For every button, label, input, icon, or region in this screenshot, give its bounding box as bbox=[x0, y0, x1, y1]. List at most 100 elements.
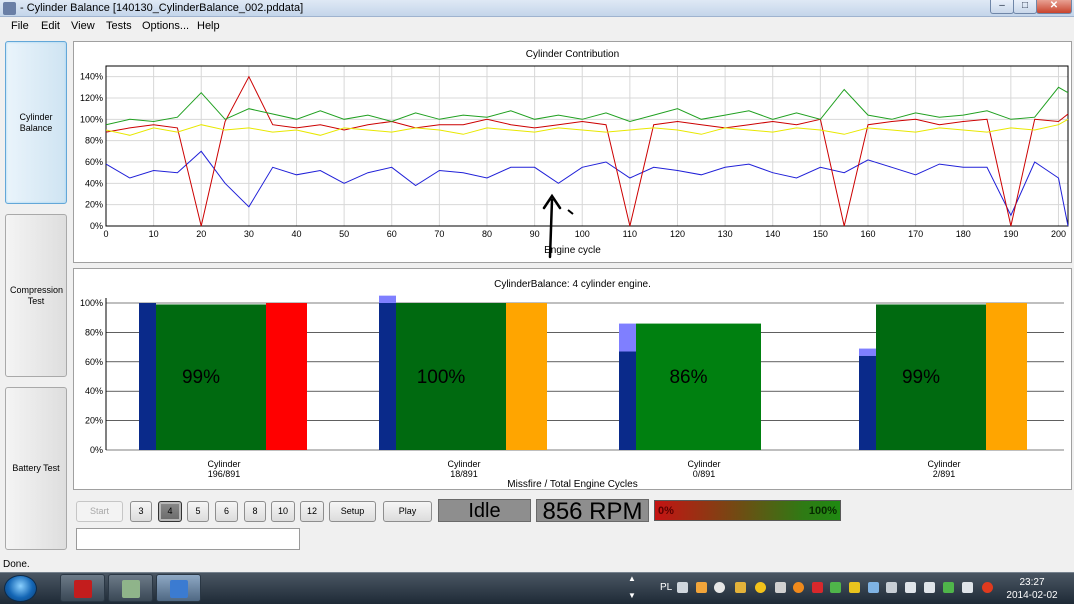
cylinders-10-button[interactable]: 10 bbox=[271, 501, 295, 522]
top-y-tick-label: 20% bbox=[85, 200, 103, 210]
cylinder-3-missfire-bar bbox=[619, 351, 636, 450]
cylinder-3-percent-label: 86% bbox=[669, 367, 707, 388]
disc-tray-icon[interactable] bbox=[714, 582, 725, 593]
cylinder-balance-chart: 0%20%40%60%80%100%99%Cylinder196/891100%… bbox=[80, 295, 1064, 479]
taskbar-scroll[interactable]: ▲ ▼ bbox=[627, 574, 637, 602]
minimize-button[interactable]: ‒ bbox=[990, 0, 1014, 14]
cylinder-1-missfire-bar bbox=[139, 303, 156, 450]
taskbar-cylinder-balance-button[interactable] bbox=[156, 574, 201, 602]
messenger-tray-icon[interactable] bbox=[755, 582, 766, 593]
top-x-tick-label: 90 bbox=[530, 229, 540, 239]
volume-tray-icon[interactable] bbox=[962, 582, 973, 593]
menu-edit[interactable]: Edit bbox=[41, 20, 60, 32]
pdf-reader-icon bbox=[74, 580, 92, 598]
top-y-tick-label: 60% bbox=[85, 157, 103, 167]
cylinders-4-button[interactable]: 4 bbox=[158, 501, 182, 522]
clock-date[interactable]: 2014-02-02 bbox=[1006, 590, 1058, 601]
bottom-chart-xlabel: Missfire / Total Engine Cycles bbox=[507, 479, 638, 490]
scroll-down-icon[interactable]: ▼ bbox=[628, 591, 636, 600]
device-tray-icon[interactable] bbox=[905, 582, 916, 593]
cylinder-1-percent-label: 99% bbox=[182, 367, 220, 388]
cylinders-8-button[interactable]: 8 bbox=[244, 501, 266, 522]
nav-compression-test-button[interactable]: Compression Test bbox=[5, 214, 67, 377]
top-x-tick-label: 20 bbox=[196, 229, 206, 239]
cylinder-4-percent-label: 99% bbox=[902, 367, 940, 388]
bluetooth-tray-icon[interactable] bbox=[868, 582, 879, 593]
bottom-y-tick-label: 0% bbox=[90, 445, 103, 455]
cylinder-2-missfire-cap-bar bbox=[379, 295, 396, 303]
tool-tray-icon[interactable] bbox=[775, 582, 786, 593]
menu-file[interactable]: File bbox=[11, 20, 29, 32]
cylinders-12-button[interactable]: 12 bbox=[300, 501, 324, 522]
system-monitor-icon bbox=[122, 580, 140, 598]
top-y-tick-label: 0% bbox=[90, 221, 103, 231]
cylinder-3-contribution-bar bbox=[636, 323, 761, 450]
top-x-tick-label: 110 bbox=[623, 229, 637, 239]
top-x-tick-label: 140 bbox=[765, 229, 780, 239]
cylinder-2-contribution-bar bbox=[396, 303, 506, 450]
media-tray-icon[interactable] bbox=[793, 582, 804, 593]
cylinders-6-button[interactable]: 6 bbox=[215, 501, 238, 522]
weather-tray-icon[interactable] bbox=[735, 582, 746, 593]
idle-status-display: Idle bbox=[438, 499, 531, 522]
keyboard-language-indicator[interactable]: PL bbox=[660, 582, 673, 593]
top-x-tick-label: 50 bbox=[339, 229, 349, 239]
cylinder-contribution-panel: Cylinder Contribution 0% 20% 40% 60% 80% 100%… bbox=[73, 41, 1072, 263]
contribution-series-line-3 bbox=[105, 86, 1069, 126]
security-tray-icon[interactable] bbox=[830, 582, 841, 593]
cylinder-4-label: Cylinder bbox=[927, 459, 960, 469]
clock-time[interactable]: 23:27 bbox=[1019, 577, 1045, 588]
rpm-display: 856 RPM bbox=[536, 499, 649, 524]
cylinder-2-missfire-bar bbox=[379, 303, 396, 450]
contribution-series-line-1 bbox=[105, 150, 1069, 227]
cylinder-2-missfire-count: 18/891 bbox=[450, 469, 478, 479]
menu-view[interactable]: View bbox=[71, 20, 95, 32]
play-button[interactable]: Play bbox=[383, 501, 432, 522]
top-x-tick-label: 120 bbox=[670, 229, 685, 239]
nav-compression-test-label: Compression Test bbox=[10, 284, 64, 306]
notes-tray-icon[interactable] bbox=[696, 582, 707, 593]
close-button[interactable]: ✕ bbox=[1036, 0, 1072, 14]
title-bar: - Cylinder Balance [140130_CylinderBalan… bbox=[0, 0, 1074, 17]
top-x-tick-label: 10 bbox=[149, 229, 159, 239]
app-icon[interactable] bbox=[3, 2, 16, 15]
top-x-tick-label: 70 bbox=[434, 229, 444, 239]
taskbar-pdf-button[interactable] bbox=[60, 574, 105, 602]
battery-tray-icon[interactable] bbox=[943, 582, 954, 593]
windows-start-icon[interactable] bbox=[4, 575, 37, 602]
cylinders-5-button[interactable]: 5 bbox=[187, 501, 209, 522]
cylinder-balance-panel: CylinderBalance: 4 cylinder engine. 0% 20… bbox=[73, 268, 1072, 490]
opera-tray-icon[interactable] bbox=[982, 582, 993, 593]
nav-cylinder-balance-button[interactable]: Cylinder Balance bbox=[5, 41, 67, 204]
top-x-tick-label: 190 bbox=[1003, 229, 1018, 239]
menu-tests[interactable]: Tests bbox=[106, 20, 132, 32]
annotation-arrow-icon bbox=[542, 193, 562, 259]
cylinder-1-contribution-bar bbox=[156, 304, 266, 450]
network-tray-icon[interactable] bbox=[924, 582, 935, 593]
cylinders-3-button[interactable]: 3 bbox=[130, 501, 152, 522]
menu-options[interactable]: Options... bbox=[142, 20, 190, 32]
cylinder-4-missfire-count: 2/891 bbox=[933, 469, 956, 479]
bottom-chart-title: CylinderBalance: 4 cylinder engine. bbox=[494, 279, 651, 290]
acrobat-tray-icon[interactable] bbox=[812, 582, 823, 593]
printer-tray-icon[interactable] bbox=[886, 582, 897, 593]
keyboard-tray-icon[interactable] bbox=[677, 582, 688, 593]
maximize-button[interactable]: □ bbox=[1013, 0, 1037, 14]
warning-tray-icon[interactable] bbox=[849, 582, 860, 593]
top-x-tick-label: 200 bbox=[1051, 229, 1066, 239]
start-button[interactable]: Start bbox=[76, 501, 123, 522]
nav-battery-test-button[interactable]: Battery Test bbox=[5, 387, 67, 550]
top-x-tick-label: 170 bbox=[908, 229, 923, 239]
menu-help[interactable]: Help bbox=[197, 20, 220, 32]
progress-min-label: 0% bbox=[658, 505, 674, 517]
bottom-y-tick-label: 40% bbox=[85, 386, 103, 396]
cylinder-1-label: Cylinder bbox=[207, 459, 240, 469]
cylinder-1-status-bar bbox=[266, 303, 307, 450]
setup-button[interactable]: Setup bbox=[329, 501, 376, 522]
taskbar-monitor-button[interactable] bbox=[108, 574, 153, 602]
window-title: - Cylinder Balance [140130_CylinderBalan… bbox=[20, 2, 304, 14]
scroll-up-icon[interactable]: ▲ bbox=[628, 574, 636, 583]
contribution-series-line-4 bbox=[105, 118, 1069, 136]
bottom-y-tick-label: 80% bbox=[85, 327, 103, 337]
notes-input[interactable] bbox=[76, 528, 300, 550]
